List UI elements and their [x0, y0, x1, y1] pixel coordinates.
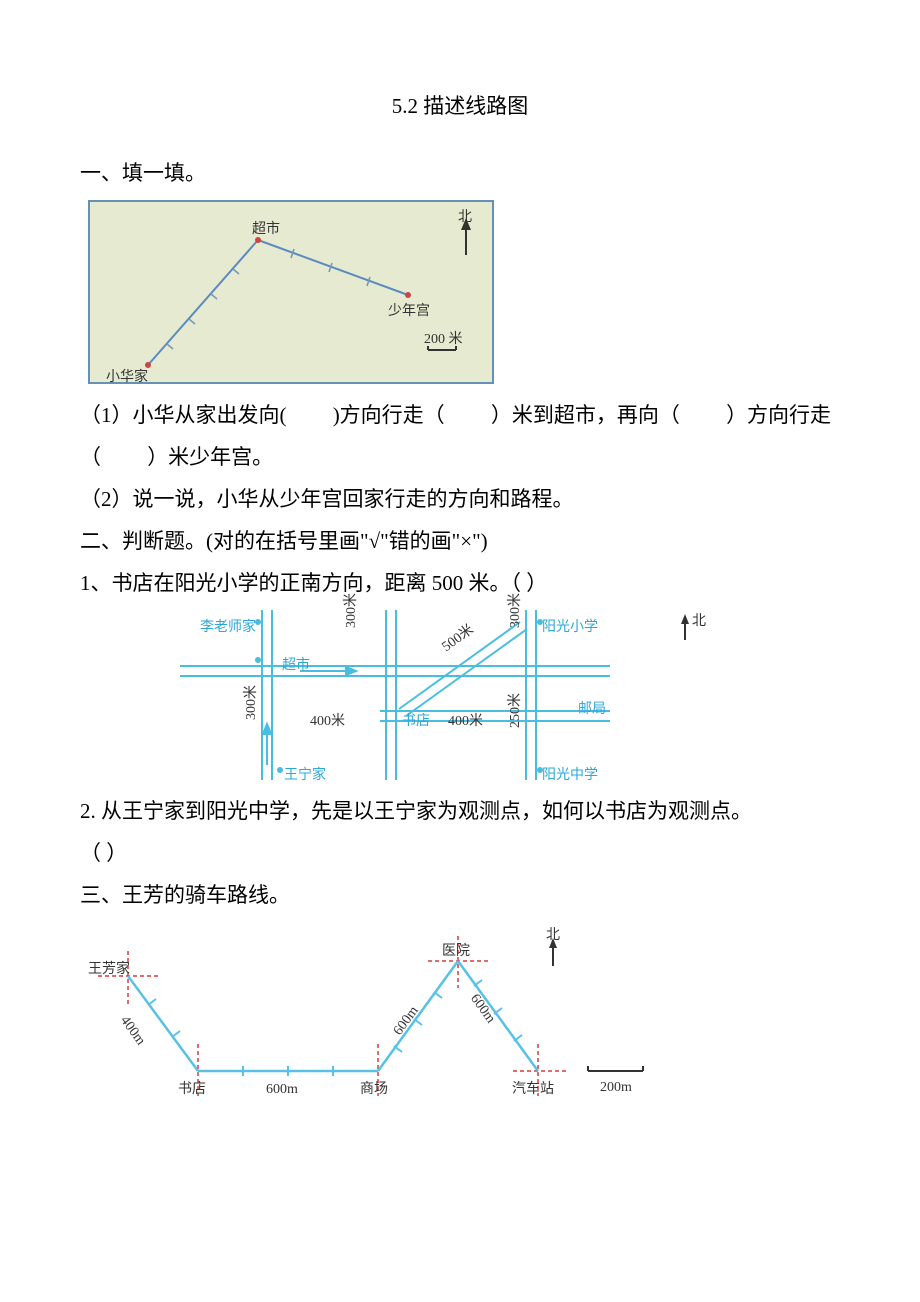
section2-heading: 二、判断题。(对的在括号里画"√"错的画"×") [80, 520, 840, 562]
scale-label-3: 200m [600, 1074, 632, 1102]
dist-600a: 600m [266, 1076, 298, 1104]
diagram-3-wangfang-route: 王芳家 书店 商场 医院 汽车站 北 200m 400m 600m 600m 6… [88, 926, 678, 1116]
diagram1-bg [89, 201, 493, 383]
bookstore-label: 书店 [402, 708, 430, 736]
question-1-1-line2: （）米少年宫。 [80, 436, 840, 478]
dist-300b: 300米 [238, 685, 266, 720]
dist-300c: 300米 [502, 593, 530, 628]
question-2-1: 1、书店在阳光小学的正南方向，距离 500 米。（ ） [80, 562, 840, 604]
bus-station-label: 汽车站 [512, 1076, 554, 1104]
bookstore-label-3: 书店 [178, 1076, 206, 1104]
diagram-1-xiaohua-route: 北 200 米 超市 少年宫 小华家 [88, 200, 494, 384]
north-label: 北 [458, 204, 472, 232]
yangguang-middle-label: 阳光中学 [542, 762, 598, 790]
diagram-2-street-map: 李老师家 超市 王宁家 书店 阳光小学 邮局 阳光中学 北 300米 400米 … [180, 610, 708, 780]
question-2-2-line2: （ ） [80, 832, 840, 874]
section3-heading: 三、王芳的骑车路线。 [80, 874, 840, 916]
north-label-2: 北 [692, 608, 706, 636]
wangfang-label: 王芳家 [88, 956, 130, 984]
teacher-li-label: 李老师家 [200, 614, 256, 642]
hospital-label: 医院 [442, 938, 470, 966]
north-arrow-head-2 [681, 614, 689, 624]
wangning-label: 王宁家 [284, 762, 326, 790]
dist-250: 250米 [502, 693, 530, 728]
dist-400b: 400米 [448, 708, 483, 736]
dist-300a: 300米 [338, 593, 366, 628]
route-ticks [148, 980, 522, 1076]
place-dots [255, 619, 543, 773]
xiaohua-home-label: 小华家 [106, 364, 148, 392]
mall-label: 商场 [360, 1076, 388, 1104]
dist-400a: 400米 [310, 708, 345, 736]
supermarket-label-2: 超市 [282, 652, 310, 680]
scale-label: 200 米 [424, 326, 463, 354]
question-1-2: （2）说一说，小华从少年宫回家行走的方向和路程。 [80, 478, 840, 520]
north-label-3: 北 [546, 922, 560, 950]
post-office-label: 邮局 [578, 696, 606, 724]
page-title: 5.2 描述线路图 [80, 90, 840, 120]
youth-palace-label: 少年宫 [388, 298, 430, 326]
question-2-2-line1: 2. 从王宁家到阳光中学，先是以王宁家为观测点，如何以书店为观测点。 [80, 790, 840, 832]
question-1-1: （1）小华从家出发向()方向行走（）米到超市，再向（）方向行走 [80, 394, 840, 436]
supermarket-label: 超市 [252, 216, 280, 244]
yangguang-primary-label: 阳光小学 [542, 614, 598, 642]
section1-heading: 一、填一填。 [80, 152, 840, 194]
